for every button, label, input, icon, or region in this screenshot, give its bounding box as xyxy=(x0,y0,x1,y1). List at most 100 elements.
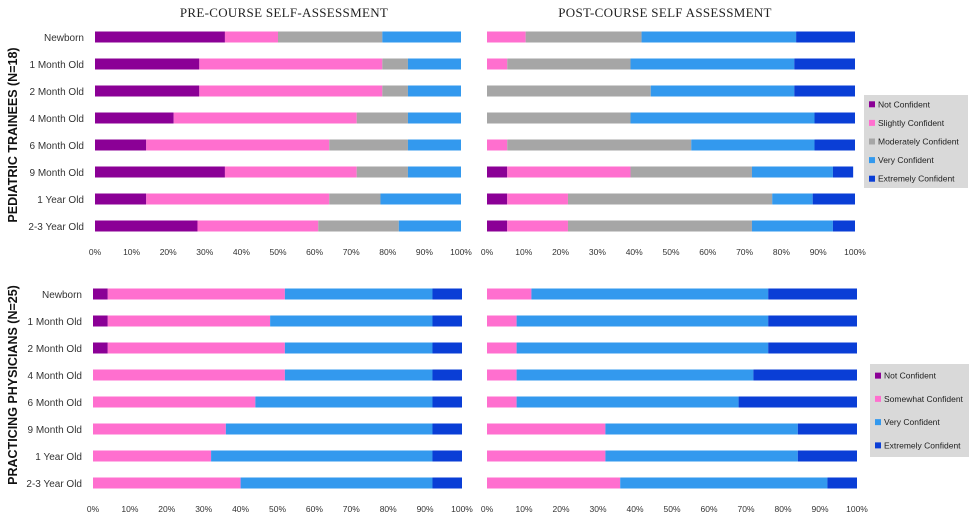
bar-segment xyxy=(487,193,508,205)
bar-segment xyxy=(93,315,108,327)
bar-segment xyxy=(432,450,462,462)
x-tick-label: 20% xyxy=(158,504,175,514)
bar-segment xyxy=(224,166,357,178)
x-tick-label: 20% xyxy=(552,247,569,257)
bar-segment xyxy=(255,396,433,408)
x-tick-label: 50% xyxy=(269,504,286,514)
legend-label: Not Confident xyxy=(878,99,931,109)
bar-segment xyxy=(531,288,769,300)
x-tick-label: 100% xyxy=(844,247,866,257)
bar-segment xyxy=(507,220,568,232)
bar-segment xyxy=(93,396,256,408)
bar-segment xyxy=(329,193,381,205)
bar-segment xyxy=(95,193,147,205)
bar-segment xyxy=(507,139,692,151)
category-label: 1 Month Old xyxy=(30,60,84,71)
category-label: 4 Month Old xyxy=(30,114,84,125)
legend-label: Very Confident xyxy=(884,417,940,427)
bar-segment xyxy=(382,85,408,97)
x-tick-label: 80% xyxy=(379,247,396,257)
bar-segment xyxy=(95,85,200,97)
bar-segment xyxy=(487,288,532,300)
category-label: 9 Month Old xyxy=(28,425,82,436)
bar-segment xyxy=(93,342,108,354)
bar-segment xyxy=(95,166,225,178)
bar-segment xyxy=(772,193,813,205)
bar-segment xyxy=(814,139,855,151)
bar-segment xyxy=(691,139,815,151)
bar-segment xyxy=(407,112,461,124)
x-tick-label: 80% xyxy=(773,247,790,257)
x-tick-label: 80% xyxy=(380,504,397,514)
legend-label: Slightly Confident xyxy=(878,118,945,128)
bar-segment xyxy=(797,450,857,462)
bar-segment xyxy=(827,477,857,489)
bar-segment xyxy=(432,342,462,354)
bar-segment xyxy=(487,220,508,232)
bar-segment xyxy=(432,396,462,408)
x-tick-label: 30% xyxy=(589,504,606,514)
x-tick-label: 60% xyxy=(700,504,717,514)
bar-segment xyxy=(382,31,461,43)
x-tick-label: 30% xyxy=(589,247,606,257)
bar-segment xyxy=(487,112,631,124)
bar-segment xyxy=(487,315,517,327)
x-tick-label: 90% xyxy=(416,247,433,257)
category-label: 1 Year Old xyxy=(37,195,84,206)
bar-segment xyxy=(407,58,461,70)
bar-segment xyxy=(768,342,857,354)
bar-segment xyxy=(753,369,857,381)
category-label: 2 Month Old xyxy=(28,344,82,355)
x-tick-label: 0% xyxy=(89,247,102,257)
bar-segment xyxy=(93,423,226,435)
bar-segment xyxy=(197,220,319,232)
bar-segment xyxy=(487,369,517,381)
bar-segment xyxy=(487,450,606,462)
legend-box xyxy=(870,364,969,457)
bar-segment xyxy=(507,58,631,70)
category-label: 6 Month Old xyxy=(30,141,84,152)
bar-segment xyxy=(620,477,828,489)
legend-label: Very Confident xyxy=(878,155,934,165)
pre-course-title: PRE-COURSE SELF-ASSESSMENT xyxy=(180,5,388,20)
bar-segment xyxy=(240,477,433,489)
bar-segment xyxy=(650,85,795,97)
legend-swatch xyxy=(875,395,881,402)
bar-segment xyxy=(487,166,508,178)
bar-segment xyxy=(93,369,285,381)
bar-segment xyxy=(432,369,462,381)
x-tick-label: 50% xyxy=(663,504,680,514)
bar-segment xyxy=(432,423,462,435)
bar-segment xyxy=(407,85,461,97)
bar-segment xyxy=(224,31,278,43)
bar-segment xyxy=(199,58,383,70)
bar-segment xyxy=(832,220,855,232)
x-tick-label: 20% xyxy=(552,504,569,514)
bar-segment xyxy=(487,31,526,43)
bar-segment xyxy=(768,288,857,300)
bar-segment xyxy=(487,342,517,354)
bar-segment xyxy=(751,166,833,178)
legend-label: Extremely Confident xyxy=(878,174,955,184)
bar-segment xyxy=(832,166,854,178)
physicians-row-label: PRACTICING PHYSICIANS (N=25) xyxy=(6,285,20,485)
bar-segment xyxy=(605,423,798,435)
bar-segment xyxy=(407,166,461,178)
bar-segment xyxy=(93,477,241,489)
bar-segment xyxy=(567,193,773,205)
bar-segment xyxy=(797,423,857,435)
bar-segment xyxy=(796,31,855,43)
bar-segment xyxy=(278,31,383,43)
x-tick-label: 30% xyxy=(195,504,212,514)
legend-label: Not Confident xyxy=(884,371,937,381)
bar-segment xyxy=(567,220,752,232)
bar-segment xyxy=(95,139,147,151)
category-label: 6 Month Old xyxy=(28,398,82,409)
category-label: 4 Month Old xyxy=(28,371,82,382)
x-tick-label: 70% xyxy=(343,247,360,257)
bar-segment xyxy=(487,85,651,97)
bar-segment xyxy=(382,58,408,70)
bar-segment xyxy=(487,58,508,70)
bar-segment xyxy=(146,139,330,151)
x-tick-label: 20% xyxy=(160,247,177,257)
